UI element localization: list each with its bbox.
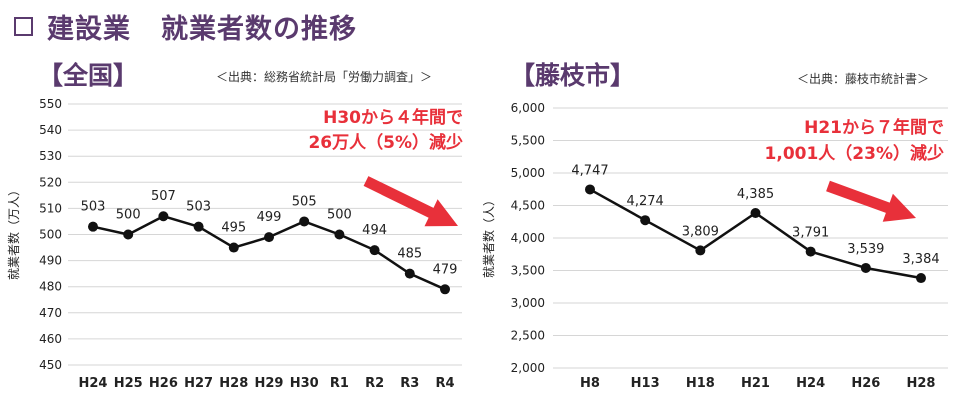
fujieda-y-tick-label: 3,500 — [511, 264, 545, 278]
fujieda-source: ＜出典：藤枝市統計書＞ — [797, 72, 930, 86]
fujieda-data-label: 3,539 — [847, 242, 884, 257]
national-data-point — [404, 268, 415, 279]
national-data-label: 494 — [362, 223, 387, 238]
fujieda-x-tick-label: H24 — [796, 376, 825, 391]
national-y-tick-label: 510 — [39, 201, 62, 215]
national-series-line — [92, 214, 446, 291]
national-source: ＜出典：総務省統計局「労働力調査」＞ — [216, 70, 433, 84]
national-y-tick-label: 460 — [39, 332, 62, 346]
fujieda-x-tick-label: H18 — [686, 376, 715, 391]
national-y-tick-label: 520 — [39, 175, 62, 189]
fujieda-y-tick-label: 4,000 — [511, 231, 545, 245]
national-data-point — [299, 216, 310, 227]
national-y-tick-label: 530 — [39, 149, 62, 163]
fujieda-y-tick-label: 2,000 — [511, 361, 545, 375]
fujieda-y-tick-label: 5,000 — [511, 166, 545, 180]
national-x-tick-label: H25 — [114, 376, 143, 391]
national-x-tick-label: R3 — [400, 376, 419, 391]
fujieda-x-tick-label: H26 — [851, 376, 880, 391]
national-data-point — [264, 232, 274, 243]
fujieda-data-label: 3,791 — [792, 226, 829, 241]
national-x-tick-label: H30 — [290, 376, 319, 391]
national-data-label: 495 — [221, 221, 246, 236]
fujieda-x-tick-label: H28 — [907, 376, 936, 391]
fujieda-annotation-line: H21から７年間で — [804, 117, 944, 138]
national-annotation-line: 26万人（5%）減少 — [308, 132, 463, 153]
national-data-label: 499 — [257, 210, 282, 225]
national-y-tick-label: 550 — [39, 97, 62, 111]
fujieda-y-tick-label: 5,500 — [511, 134, 545, 148]
national-data-point — [228, 242, 239, 253]
fujieda-data-point — [585, 184, 595, 195]
national-annotation-line: H30から４年間で — [323, 107, 463, 128]
fujieda-data-label: 3,384 — [902, 252, 939, 267]
national-data-label: 503 — [81, 200, 106, 215]
national-x-tick-label: H24 — [79, 376, 108, 391]
national-data-point — [158, 211, 169, 222]
checkbox-square-icon — [14, 16, 33, 36]
national-y-axis-label: 就業者数（万人） — [6, 184, 21, 280]
national-x-tick-label: R1 — [330, 376, 349, 391]
fujieda-y-tick-label: 2,500 — [511, 329, 545, 343]
national-y-tick-label: 490 — [39, 254, 62, 268]
national-x-tick-label: H28 — [219, 376, 248, 391]
national-y-tick-label: 500 — [39, 228, 62, 242]
national-y-tick-label: 470 — [39, 306, 62, 320]
national-data-label: 500 — [327, 208, 352, 223]
fujieda-data-label: 4,274 — [627, 194, 664, 209]
national-data-label: 485 — [397, 247, 422, 262]
fujieda-data-point — [916, 273, 926, 284]
fujieda-annotation-line: 1,001人（23%）減少 — [765, 143, 944, 164]
national-y-tick-label: 450 — [39, 358, 62, 372]
national-data-label: 505 — [292, 194, 317, 209]
national-x-tick-label: H26 — [149, 376, 178, 391]
fujieda-data-label: 4,747 — [571, 163, 608, 178]
fujieda-data-label: 3,809 — [682, 224, 719, 239]
national-data-label: 479 — [433, 262, 458, 277]
national-data-label: 500 — [116, 208, 141, 223]
national-decline-arrow-icon — [363, 176, 458, 227]
fujieda-panel-title: 【藤枝市】 — [510, 61, 636, 90]
national-x-tick-label: H29 — [255, 376, 284, 391]
fujieda-y-tick-label: 6,000 — [511, 101, 545, 115]
fujieda-decline-arrow-icon — [826, 180, 916, 222]
slide-title-main: 就業者数の推移 — [161, 13, 357, 45]
fujieda-data-point — [805, 246, 816, 257]
national-data-point — [440, 284, 450, 295]
fujieda-data-point — [750, 207, 761, 218]
national-chart: 450 460 470 480 490 500 510 520 530 540 550 就業者数（万人… — [6, 97, 463, 391]
fujieda-x-tick-label: H8 — [580, 376, 600, 391]
fujieda-data-label: 4,385 — [737, 187, 774, 202]
national-data-point — [123, 229, 134, 240]
fujieda-data-point — [860, 262, 871, 273]
national-x-tick-label: R2 — [365, 376, 384, 391]
fujieda-data-point — [695, 245, 706, 256]
fujieda-chart: 2,000 2,500 3,000 3,500 4,000 4,500 5,000 5,500… — [481, 101, 948, 391]
fujieda-x-tick-label: H13 — [631, 376, 660, 391]
national-x-tick-label: R4 — [435, 376, 454, 391]
national-data-label: 503 — [186, 200, 211, 215]
national-data-point — [334, 229, 345, 240]
fujieda-y-axis-label: 就業者数（人） — [481, 194, 496, 278]
national-x-tick-label: H27 — [184, 376, 213, 391]
national-data-point — [88, 221, 98, 232]
fujieda-x-tick-label: H21 — [741, 376, 770, 391]
slide-title: 建設業 就業者数の推移 — [10, 6, 357, 46]
national-y-tick-label: 540 — [39, 123, 62, 137]
slide-title-industry: 建設業 — [47, 13, 131, 45]
fujieda-data-point — [640, 215, 651, 226]
national-y-tick-label: 480 — [39, 280, 62, 294]
fujieda-y-tick-label: 4,500 — [511, 199, 545, 213]
fujieda-y-tick-label: 3,000 — [511, 296, 545, 310]
national-panel-title: 【全国】 — [38, 61, 139, 90]
national-data-point — [193, 221, 204, 232]
national-data-point — [369, 245, 380, 256]
national-data-label: 507 — [151, 189, 176, 204]
